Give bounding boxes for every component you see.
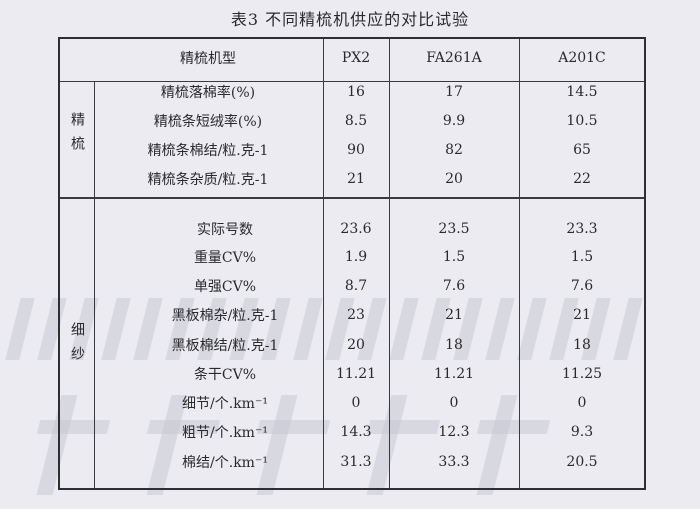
row-label: 精梳条棉结/粒.克-1 <box>147 143 269 159</box>
cell-value: 90 <box>347 142 365 158</box>
cell-value: 1.5 <box>442 249 466 265</box>
cell-value: 21 <box>573 307 591 323</box>
cell-value: 22 <box>573 171 591 187</box>
cell-value: 12.3 <box>438 424 470 440</box>
cell-value: 0 <box>351 395 361 411</box>
row-label: 黑板棉结/粒.克-1 <box>171 338 279 354</box>
cell-value: 23.3 <box>566 221 598 237</box>
cell-value: 33.3 <box>438 454 470 470</box>
header-fa261a: FA261A <box>426 50 482 66</box>
cell-value: 1.9 <box>344 249 368 265</box>
cell-value: 0 <box>577 395 587 411</box>
cell-value: 16 <box>347 84 365 100</box>
table-title: 表3 不同精梳机供应的对比试验 <box>230 10 470 29</box>
row-label: 精梳条短绒率(%) <box>153 114 263 130</box>
row-label: 精梳落棉率(%) <box>160 85 256 101</box>
cell-value: 8.5 <box>344 113 368 129</box>
col-divider <box>389 39 390 488</box>
group-divider <box>60 197 644 199</box>
header-divider <box>60 81 644 82</box>
cell-value: 7.6 <box>570 278 594 294</box>
header-a201c: A201C <box>558 50 606 66</box>
watermark-url-stroke <box>5 298 35 360</box>
col-divider <box>519 39 520 488</box>
group-label: 精梳 <box>69 111 85 160</box>
cell-value: 14.5 <box>566 84 598 100</box>
cell-value: 1.5 <box>570 249 594 265</box>
cell-value: 23 <box>347 307 365 323</box>
cell-value: 9.3 <box>570 424 594 440</box>
row-label: 精梳条杂质/粒.克-1 <box>147 172 269 188</box>
col-divider <box>94 81 95 488</box>
cell-value: 20 <box>347 337 365 353</box>
cell-value: 65 <box>573 142 591 158</box>
cell-value: 10.5 <box>566 113 598 129</box>
cell-value: 21 <box>347 171 365 187</box>
header-label: 精梳机型 <box>180 51 236 67</box>
cell-value: 23.6 <box>340 221 372 237</box>
cell-value: 11.25 <box>561 366 603 382</box>
col-divider <box>323 39 324 488</box>
cell-value: 31.3 <box>340 454 372 470</box>
comparison-table: 精梳机型 PX2 FA261A A201C 精梳 精梳落棉率(%) 16 17 14.5 精梳条短… <box>58 37 646 490</box>
cell-value: 20 <box>445 171 463 187</box>
row-label: 重量CV% <box>193 250 257 266</box>
cell-value: 11.21 <box>335 366 377 382</box>
row-label: 细节/个.km⁻¹ <box>182 396 268 412</box>
row-label: 单强CV% <box>193 279 257 295</box>
cell-value: 14.3 <box>340 424 372 440</box>
cell-value: 82 <box>445 142 463 158</box>
cell-value: 21 <box>445 307 463 323</box>
row-label: 条干CV% <box>193 367 257 383</box>
cell-value: 0 <box>449 395 459 411</box>
cell-value: 17 <box>445 84 463 100</box>
cell-value: 23.5 <box>438 221 470 237</box>
row-label: 黑板棉杂/粒.克-1 <box>171 308 279 324</box>
cell-value: 11.21 <box>433 366 475 382</box>
row-label: 棉结/个.km⁻¹ <box>182 455 268 471</box>
cell-value: 9.9 <box>442 113 466 129</box>
cell-value: 18 <box>573 337 591 353</box>
cell-value: 20.5 <box>566 454 598 470</box>
cell-value: 7.6 <box>442 278 466 294</box>
row-label: 粗节/个.km⁻¹ <box>182 425 268 441</box>
cell-value: 18 <box>445 337 463 353</box>
cell-value: 8.7 <box>344 278 368 294</box>
row-label: 实际号数 <box>197 222 253 238</box>
header-px2: PX2 <box>341 50 371 66</box>
group-label: 细纱 <box>69 321 85 370</box>
